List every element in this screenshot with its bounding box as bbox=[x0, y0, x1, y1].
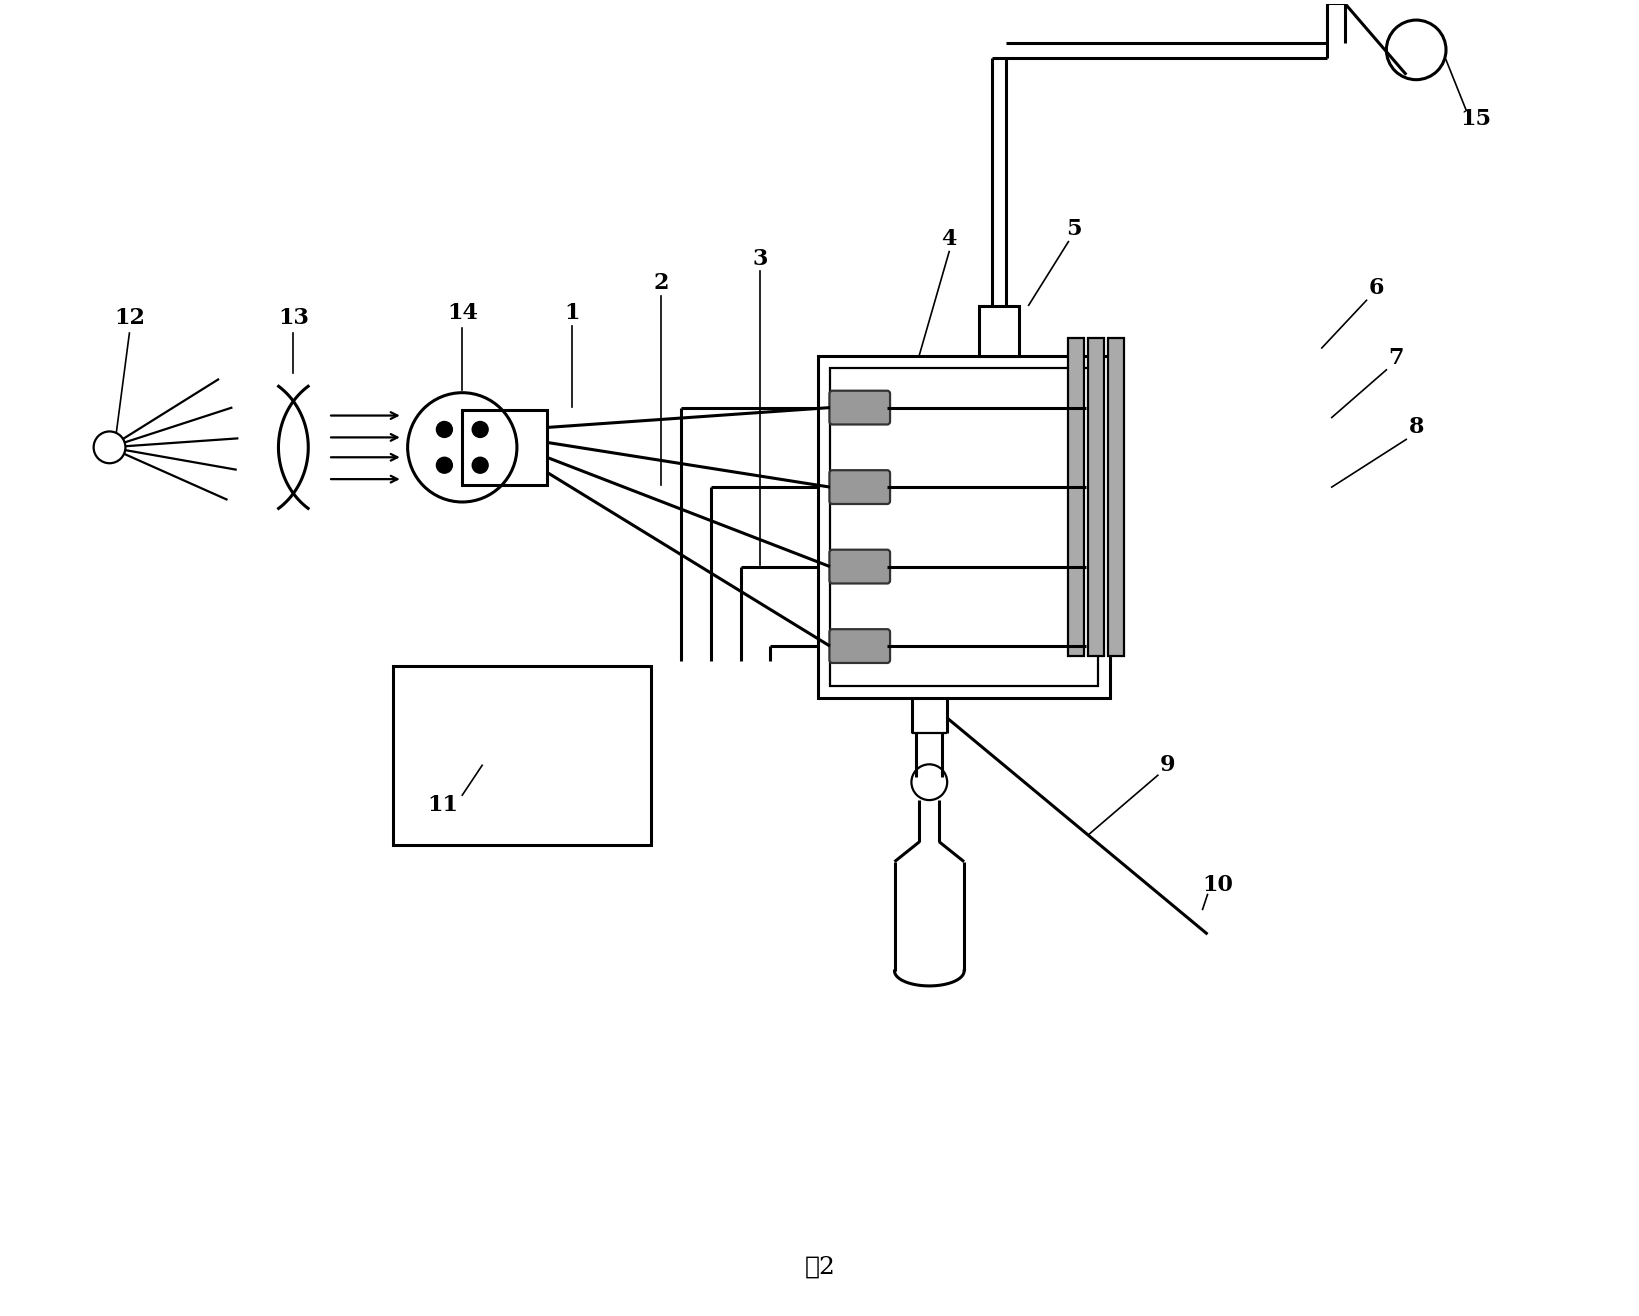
Bar bbox=[829, 368, 1098, 686]
Circle shape bbox=[472, 421, 488, 437]
Text: 11: 11 bbox=[426, 794, 457, 816]
Text: 6: 6 bbox=[1369, 278, 1383, 299]
Bar bbox=[978, 307, 1018, 355]
FancyBboxPatch shape bbox=[829, 470, 890, 504]
Circle shape bbox=[436, 457, 452, 474]
Text: 13: 13 bbox=[277, 307, 308, 329]
Bar bbox=[462, 409, 546, 486]
Text: 图2: 图2 bbox=[805, 1255, 834, 1279]
Text: 14: 14 bbox=[446, 303, 477, 324]
Text: 9: 9 bbox=[1159, 754, 1175, 776]
FancyBboxPatch shape bbox=[829, 550, 890, 583]
Bar bbox=[1108, 338, 1123, 655]
Text: 4: 4 bbox=[941, 228, 956, 250]
Text: 15: 15 bbox=[1459, 108, 1490, 130]
Text: 1: 1 bbox=[564, 303, 579, 324]
Text: 10: 10 bbox=[1201, 874, 1233, 896]
Bar bbox=[818, 355, 1110, 697]
Text: 3: 3 bbox=[752, 247, 767, 270]
Text: 5: 5 bbox=[1065, 217, 1080, 240]
Text: 12: 12 bbox=[113, 307, 144, 329]
Text: 8: 8 bbox=[1408, 416, 1423, 438]
FancyBboxPatch shape bbox=[829, 629, 890, 663]
Circle shape bbox=[436, 421, 452, 437]
Text: 2: 2 bbox=[652, 272, 669, 295]
Bar bbox=[392, 666, 651, 845]
FancyBboxPatch shape bbox=[829, 391, 890, 425]
Bar bbox=[1067, 338, 1083, 655]
Bar bbox=[1088, 338, 1103, 655]
Text: 7: 7 bbox=[1388, 347, 1403, 368]
Circle shape bbox=[472, 457, 488, 474]
